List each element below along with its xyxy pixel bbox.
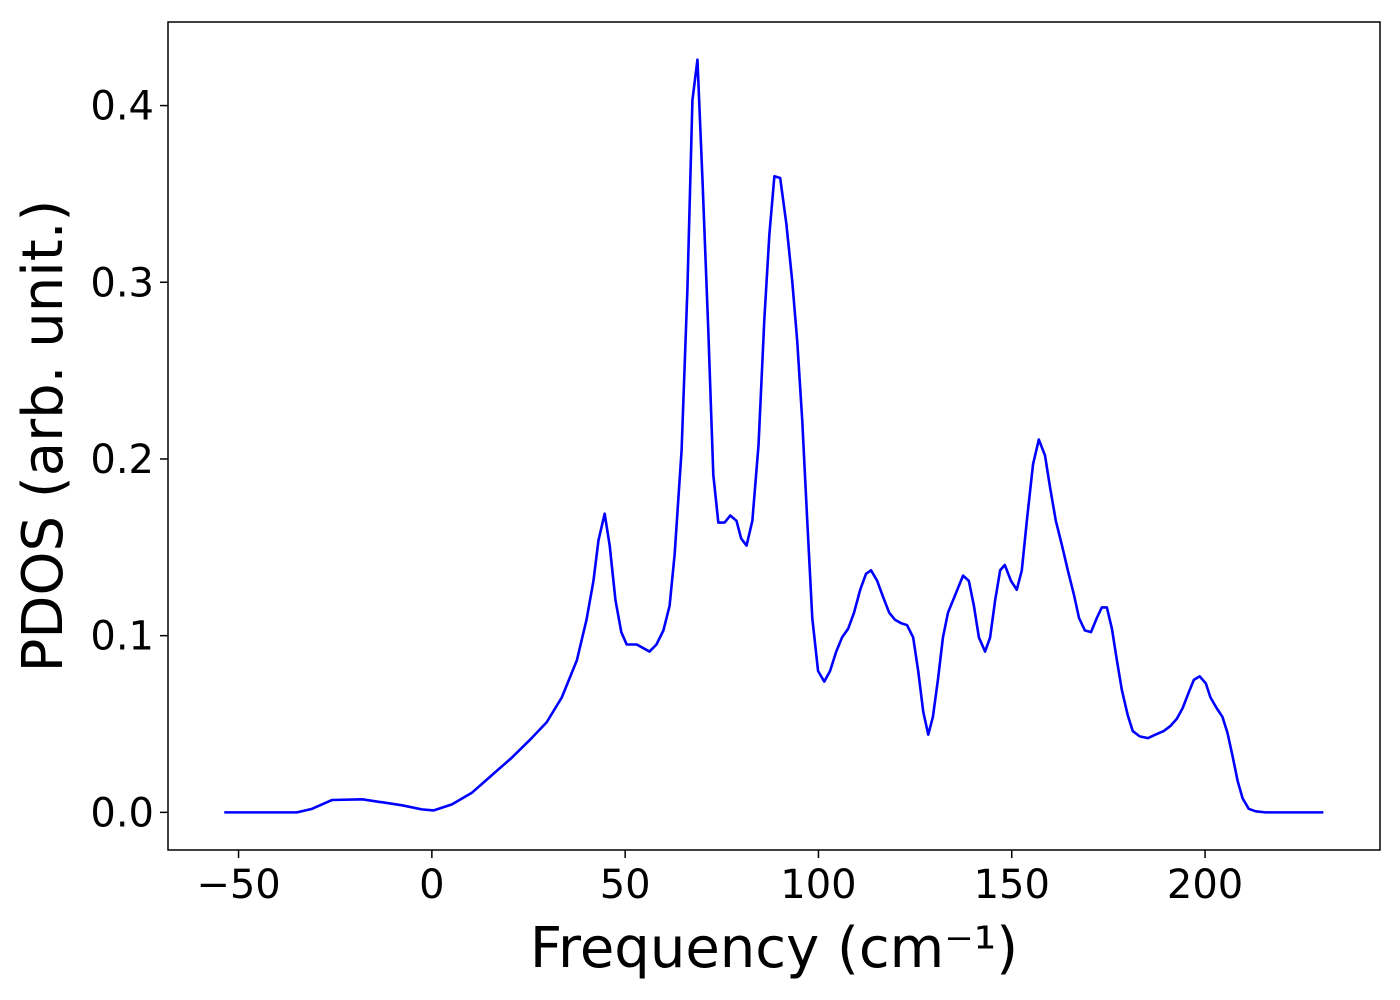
plot-frame: [167, 21, 1381, 851]
x-tick-label: 50: [600, 862, 651, 908]
y-tick-label: 0.1: [90, 614, 154, 660]
x-tick-label: 100: [780, 862, 856, 908]
y-tick-label: 0.0: [90, 790, 154, 836]
x-axis-label: Frequency (cm⁻¹): [530, 916, 1018, 981]
x-tick-label: 0: [419, 862, 444, 908]
x-tick-label: −50: [196, 862, 280, 908]
y-tick-label: 0.4: [90, 84, 154, 130]
x-tick-label: 200: [1167, 862, 1243, 908]
y-tick-label: 0.2: [90, 437, 154, 483]
y-tick-label: 0.3: [90, 260, 154, 306]
x-tick-label: 150: [974, 862, 1050, 908]
y-axis-label: PDOS (arb. unit.): [11, 200, 76, 673]
data-line: [224, 58, 1324, 814]
